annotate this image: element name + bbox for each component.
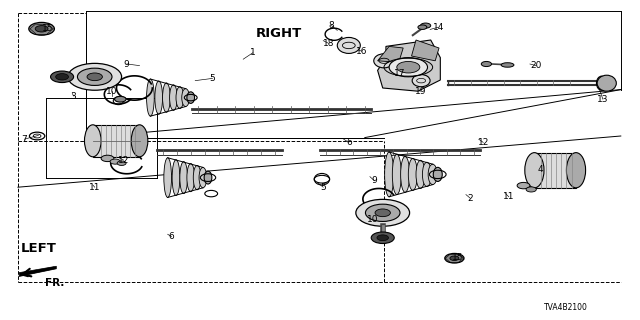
Circle shape — [356, 199, 410, 226]
Text: 19: 19 — [415, 87, 426, 96]
Ellipse shape — [187, 164, 195, 192]
Circle shape — [389, 58, 428, 77]
Ellipse shape — [193, 165, 201, 190]
Text: 9: 9 — [372, 176, 377, 185]
Ellipse shape — [408, 158, 417, 190]
Text: 8: 8 — [329, 21, 334, 30]
Ellipse shape — [422, 162, 431, 187]
Circle shape — [526, 187, 536, 192]
Text: 18: 18 — [323, 39, 334, 48]
Text: LEFT: LEFT — [20, 243, 56, 255]
Text: 10: 10 — [367, 215, 378, 224]
Circle shape — [517, 182, 530, 189]
Text: TVA4B2100: TVA4B2100 — [545, 303, 588, 312]
Ellipse shape — [131, 125, 148, 157]
Polygon shape — [378, 40, 440, 91]
Circle shape — [365, 204, 400, 221]
Ellipse shape — [172, 160, 180, 196]
Ellipse shape — [597, 75, 616, 91]
Text: 7: 7 — [22, 135, 27, 144]
Ellipse shape — [204, 171, 212, 184]
Ellipse shape — [401, 156, 410, 192]
Ellipse shape — [182, 89, 189, 107]
Ellipse shape — [596, 76, 607, 90]
Polygon shape — [93, 125, 140, 157]
Circle shape — [420, 23, 431, 28]
Circle shape — [87, 73, 102, 81]
Text: FR.: FR. — [45, 278, 64, 288]
Text: 13: 13 — [597, 95, 609, 104]
Circle shape — [377, 235, 388, 241]
Text: 5: 5 — [210, 74, 215, 83]
Polygon shape — [19, 266, 56, 276]
Circle shape — [101, 155, 114, 162]
Circle shape — [35, 26, 48, 32]
Ellipse shape — [433, 167, 442, 181]
Ellipse shape — [416, 160, 425, 188]
Text: 12: 12 — [477, 138, 489, 147]
Text: 9: 9 — [124, 60, 129, 68]
Text: 2: 2 — [468, 194, 473, 203]
Circle shape — [371, 232, 394, 244]
Ellipse shape — [392, 154, 401, 195]
Text: 11: 11 — [503, 192, 515, 201]
Circle shape — [375, 209, 390, 217]
Text: 12: 12 — [118, 156, 129, 164]
Ellipse shape — [428, 164, 437, 185]
Circle shape — [596, 81, 607, 86]
Ellipse shape — [418, 25, 427, 29]
Ellipse shape — [187, 92, 195, 103]
Text: 20: 20 — [531, 61, 542, 70]
Ellipse shape — [176, 87, 184, 108]
Circle shape — [445, 253, 464, 263]
Ellipse shape — [163, 83, 170, 112]
Ellipse shape — [385, 152, 394, 197]
Ellipse shape — [155, 81, 163, 114]
Ellipse shape — [337, 37, 360, 53]
Text: 14: 14 — [433, 23, 444, 32]
Polygon shape — [412, 40, 439, 61]
Circle shape — [450, 256, 459, 260]
Text: 15: 15 — [42, 24, 54, 33]
Circle shape — [397, 61, 420, 73]
Text: 11: 11 — [89, 183, 100, 192]
Ellipse shape — [84, 125, 101, 157]
Ellipse shape — [374, 54, 394, 68]
Ellipse shape — [180, 162, 188, 194]
Circle shape — [110, 159, 120, 164]
Circle shape — [77, 68, 112, 85]
Ellipse shape — [501, 63, 514, 67]
Ellipse shape — [164, 158, 172, 197]
Ellipse shape — [170, 85, 177, 110]
Text: 15: 15 — [452, 253, 463, 262]
Circle shape — [68, 63, 122, 90]
Circle shape — [29, 22, 54, 35]
Text: 4: 4 — [538, 165, 543, 174]
Ellipse shape — [412, 75, 430, 87]
Ellipse shape — [147, 79, 154, 116]
Text: 10: 10 — [106, 87, 118, 96]
Text: 5: 5 — [321, 183, 326, 192]
Text: 1: 1 — [250, 48, 255, 57]
Circle shape — [51, 71, 74, 83]
Text: 6: 6 — [169, 232, 174, 241]
Polygon shape — [534, 153, 576, 188]
Ellipse shape — [525, 153, 544, 188]
Ellipse shape — [199, 167, 207, 188]
Circle shape — [117, 161, 126, 165]
Circle shape — [115, 96, 126, 102]
Text: 16: 16 — [356, 47, 367, 56]
Text: RIGHT: RIGHT — [255, 27, 301, 40]
Text: 6: 6 — [346, 138, 351, 147]
Circle shape — [481, 61, 492, 67]
Polygon shape — [378, 46, 403, 62]
Circle shape — [56, 74, 68, 80]
Ellipse shape — [566, 153, 586, 188]
Text: 3: 3 — [71, 92, 76, 100]
Text: 17: 17 — [394, 69, 406, 78]
